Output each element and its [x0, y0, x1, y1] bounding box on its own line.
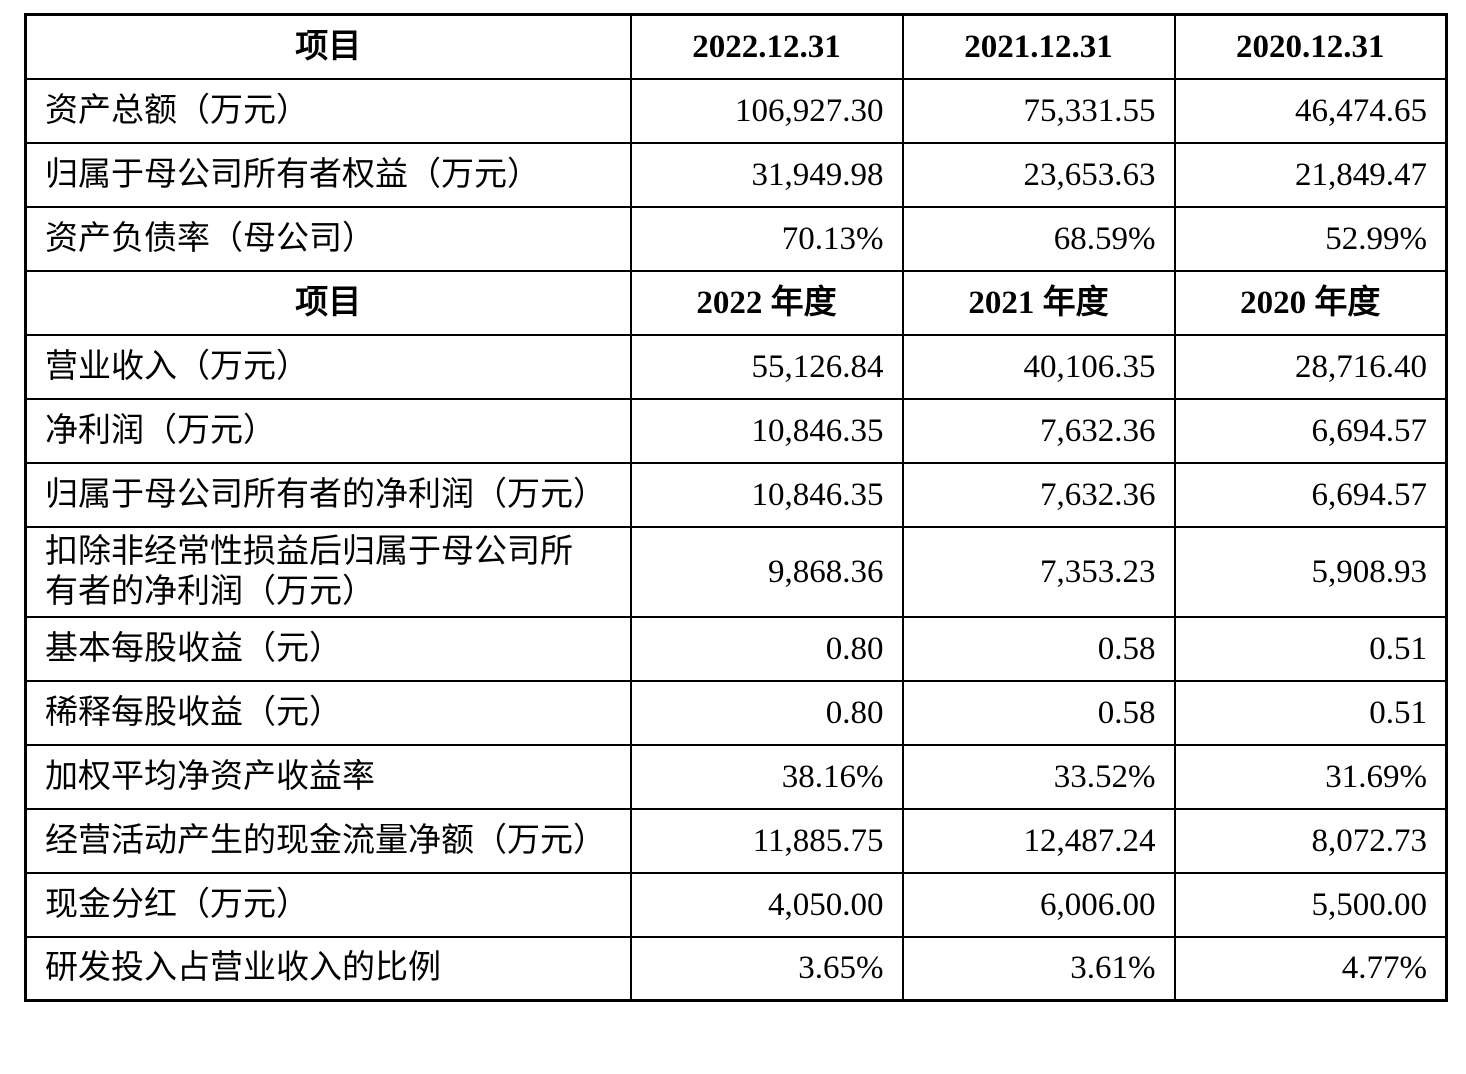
value-cell: 23,653.63 — [901, 141, 1176, 208]
data-row: 基本每股收益（元） 0.80 0.58 0.51 — [24, 615, 1448, 682]
value-cell: 0.51 — [1173, 679, 1448, 746]
value-cell: 7,632.36 — [901, 397, 1176, 464]
row-label: 研发投入占营业收入的比例 — [24, 935, 632, 1002]
value-cell: 28,716.40 — [1173, 333, 1448, 400]
value-cell: 46,474.65 — [1173, 77, 1448, 144]
row-label: 归属于母公司所有者权益（万元） — [24, 141, 632, 208]
data-row: 加权平均净资产收益率 38.16% 33.52% 31.69% — [24, 743, 1448, 810]
value-cell: 55,126.84 — [629, 333, 904, 400]
value-cell: 0.51 — [1173, 615, 1448, 682]
value-cell: 12,487.24 — [901, 807, 1176, 874]
value-cell: 10,846.35 — [629, 397, 904, 464]
header-cell: 2020 年度 — [1173, 269, 1448, 336]
value-cell: 7,353.23 — [901, 525, 1176, 618]
data-row: 研发投入占营业收入的比例 3.65% 3.61% 4.77% — [24, 935, 1448, 1002]
header-cell: 2021 年度 — [901, 269, 1176, 336]
data-row: 资产负债率（母公司） 70.13% 68.59% 52.99% — [24, 205, 1448, 272]
value-cell: 11,885.75 — [629, 807, 904, 874]
value-cell: 21,849.47 — [1173, 141, 1448, 208]
value-cell: 6,694.57 — [1173, 461, 1448, 528]
table-container: 项目 2022.12.31 2021.12.31 2020.12.31 资产总额（万元）… — [24, 13, 1448, 1002]
value-cell: 4,050.00 — [629, 871, 904, 938]
value-cell: 10,846.35 — [629, 461, 904, 528]
value-cell: 5,908.93 — [1173, 525, 1448, 618]
value-cell: 5,500.00 — [1173, 871, 1448, 938]
data-row: 资产总额（万元） 106,927.30 75,331.55 46,474.65 — [24, 77, 1448, 144]
row-label: 资产负债率（母公司） — [24, 205, 632, 272]
value-cell: 8,072.73 — [1173, 807, 1448, 874]
row-label-text: 扣除非经常性损益后归属于母公司所有者的净利润（万元） — [45, 533, 573, 610]
value-cell: 7,632.36 — [901, 461, 1176, 528]
data-row: 营业收入（万元） 55,126.84 40,106.35 28,716.40 — [24, 333, 1448, 400]
row-label: 经营活动产生的现金流量净额（万元） — [24, 807, 632, 874]
data-row: 归属于母公司所有者权益（万元） 31,949.98 23,653.63 21,849.… — [24, 141, 1448, 208]
value-cell: 106,927.30 — [629, 77, 904, 144]
value-cell: 38.16% — [629, 743, 904, 810]
value-cell: 52.99% — [1173, 205, 1448, 272]
header-cell: 项目 — [24, 269, 632, 336]
data-row: 经营活动产生的现金流量净额（万元） 11,885.75 12,487.24 8,072… — [24, 807, 1448, 874]
financial-table: 项目 2022.12.31 2021.12.31 2020.12.31 资产总额（万元）… — [24, 13, 1448, 1002]
value-cell: 33.52% — [901, 743, 1176, 810]
value-cell: 75,331.55 — [901, 77, 1176, 144]
value-cell: 6,694.57 — [1173, 397, 1448, 464]
value-cell: 70.13% — [629, 205, 904, 272]
value-cell: 3.65% — [629, 935, 904, 1002]
value-cell: 40,106.35 — [901, 333, 1176, 400]
data-row: 现金分红（万元） 4,050.00 6,006.00 5,500.00 — [24, 871, 1448, 938]
row-label: 资产总额（万元） — [24, 77, 632, 144]
data-row: 净利润（万元） 10,846.35 7,632.36 6,694.57 — [24, 397, 1448, 464]
value-cell: 3.61% — [901, 935, 1176, 1002]
header-cell: 项目 — [24, 13, 632, 80]
value-cell: 0.80 — [629, 679, 904, 746]
row-label: 加权平均净资产收益率 — [24, 743, 632, 810]
header-cell: 2022.12.31 — [629, 13, 904, 80]
value-cell: 4.77% — [1173, 935, 1448, 1002]
row-label: 净利润（万元） — [24, 397, 632, 464]
value-cell: 68.59% — [901, 205, 1176, 272]
header-row: 项目 2022 年度 2021 年度 2020 年度 — [24, 269, 1448, 336]
header-cell: 2022 年度 — [629, 269, 904, 336]
data-row: 归属于母公司所有者的净利润（万元） 10,846.35 7,632.36 6,694.… — [24, 461, 1448, 528]
row-label: 基本每股收益（元） — [24, 615, 632, 682]
header-cell: 2021.12.31 — [901, 13, 1176, 80]
row-label: 稀释每股收益（元） — [24, 679, 632, 746]
value-cell: 6,006.00 — [901, 871, 1176, 938]
row-label: 归属于母公司所有者的净利润（万元） — [24, 461, 632, 528]
row-label: 营业收入（万元） — [24, 333, 632, 400]
value-cell: 31.69% — [1173, 743, 1448, 810]
value-cell: 0.58 — [901, 679, 1176, 746]
data-row: 稀释每股收益（元） 0.80 0.58 0.51 — [24, 679, 1448, 746]
row-label: 扣除非经常性损益后归属于母公司所有者的净利润（万元） — [24, 525, 632, 618]
header-cell: 2020.12.31 — [1173, 13, 1448, 80]
value-cell: 0.80 — [629, 615, 904, 682]
value-cell: 31,949.98 — [629, 141, 904, 208]
header-row: 项目 2022.12.31 2021.12.31 2020.12.31 — [24, 13, 1448, 80]
value-cell: 0.58 — [901, 615, 1176, 682]
row-label: 现金分红（万元） — [24, 871, 632, 938]
value-cell: 9,868.36 — [629, 525, 904, 618]
data-row: 扣除非经常性损益后归属于母公司所有者的净利润（万元） 9,868.36 7,353.… — [24, 525, 1448, 618]
